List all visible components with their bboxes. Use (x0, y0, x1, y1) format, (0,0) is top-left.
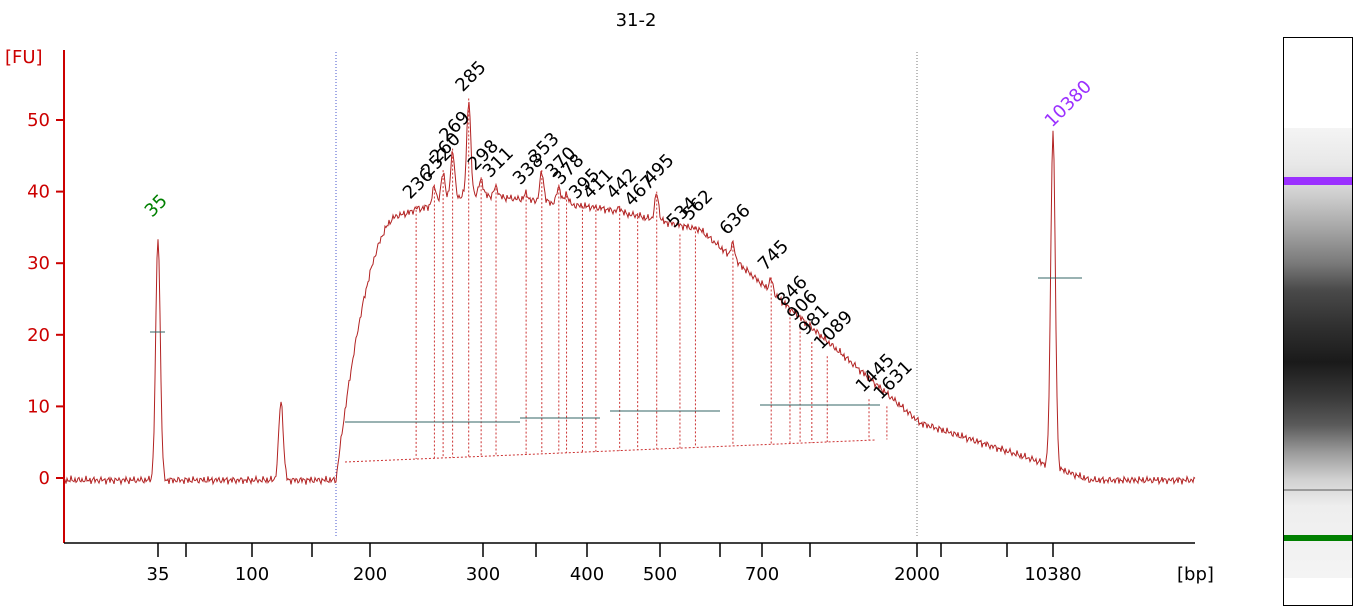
x-tick-label: 100 (235, 564, 269, 585)
x-tick-label: 300 (466, 564, 500, 585)
x-tick-label: 10380 (1024, 564, 1081, 585)
peak-size-label: 285 (451, 57, 490, 96)
lower-marker-label: 35 (141, 190, 172, 221)
peak-size-label: 745 (754, 236, 793, 275)
y-tick-label: 0 (39, 468, 50, 489)
x-tick-label: 500 (643, 564, 677, 585)
y-tick-label: 10 (27, 396, 50, 417)
y-tick-label: 50 (27, 110, 50, 131)
y-tick-label: 40 (27, 182, 50, 203)
peak-size-label: 636 (716, 200, 755, 239)
gel-faint-band (1284, 489, 1352, 491)
y-tick-label: 30 (27, 253, 50, 274)
y-tick-label: 20 (27, 325, 50, 346)
gel-image-panel (1283, 37, 1353, 606)
upper-marker-label: 10380 (1041, 76, 1096, 131)
x-tick-label: 700 (745, 564, 779, 585)
gel-upper-marker-band (1284, 177, 1352, 185)
x-axis-label: [bp] (1177, 564, 1214, 585)
gel-lower-marker-band (1284, 535, 1352, 541)
x-tick-label: 200 (353, 564, 387, 585)
x-tick-label: 400 (570, 564, 604, 585)
x-tick-label: 2000 (894, 564, 940, 585)
y-axis-label: [FU] (5, 47, 43, 68)
electropherogram-chart: 31-2 [FU] [bp] 0 10 20 30 40 50 35 100 200 300 400… (5, 10, 1214, 585)
gel-lane (1284, 128, 1352, 578)
x-tick-label: 35 (147, 564, 170, 585)
chart-title: 31-2 (616, 10, 657, 31)
electropherogram-trace (63, 101, 1196, 486)
smear-baseline (344, 439, 876, 463)
